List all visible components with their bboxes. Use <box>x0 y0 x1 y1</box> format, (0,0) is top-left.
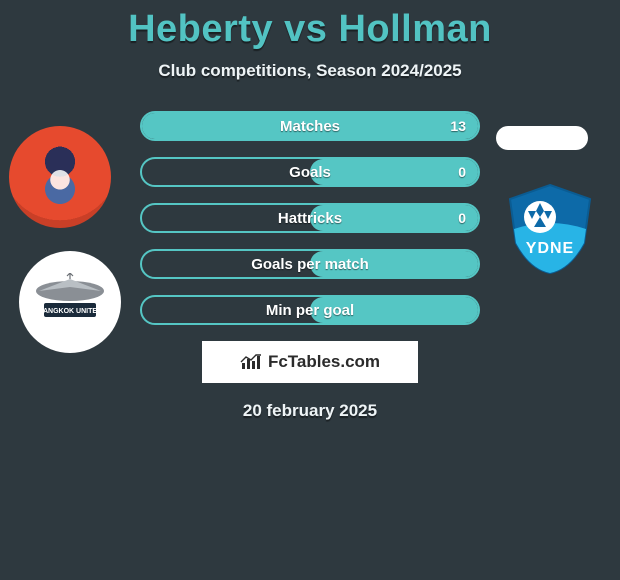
subtitle: Club competitions, Season 2024/2025 <box>0 61 620 81</box>
club-left-logo: BANGKOK UNITED <box>19 251 121 353</box>
chart-icon <box>240 353 262 371</box>
svg-text:YDNE: YDNE <box>526 240 574 257</box>
stat-row-goals-per-match: Goals per match <box>140 249 480 279</box>
brand-box: FcTables.com <box>202 341 418 383</box>
stat-label: Matches <box>280 118 340 135</box>
stat-label: Min per goal <box>266 302 354 319</box>
player-right-avatar <box>496 126 588 150</box>
player-left-avatar <box>9 126 111 228</box>
stat-label: Goals <box>289 164 331 181</box>
date-text: 20 february 2025 <box>0 401 620 421</box>
svg-text:BANGKOK UNITED: BANGKOK UNITED <box>38 308 102 315</box>
stat-row-min-per-goal: Min per goal <box>140 295 480 325</box>
stat-right-value: 13 <box>450 118 466 134</box>
stat-right-value: 0 <box>458 210 466 226</box>
stat-label: Hattricks <box>278 210 342 227</box>
stat-fill <box>310 159 478 185</box>
stat-row-goals: Goals 0 <box>140 157 480 187</box>
stat-label: Goals per match <box>251 256 369 273</box>
stats-container: Matches 13 Goals 0 Hattricks 0 Goals per… <box>140 111 480 325</box>
page-title: Heberty vs Hollman <box>0 0 620 51</box>
brand-text: FcTables.com <box>268 352 380 372</box>
stat-row-hattricks: Hattricks 0 <box>140 203 480 233</box>
stat-right-value: 0 <box>458 164 466 180</box>
stat-row-matches: Matches 13 <box>140 111 480 141</box>
club-right-logo: YDNE <box>500 177 600 277</box>
